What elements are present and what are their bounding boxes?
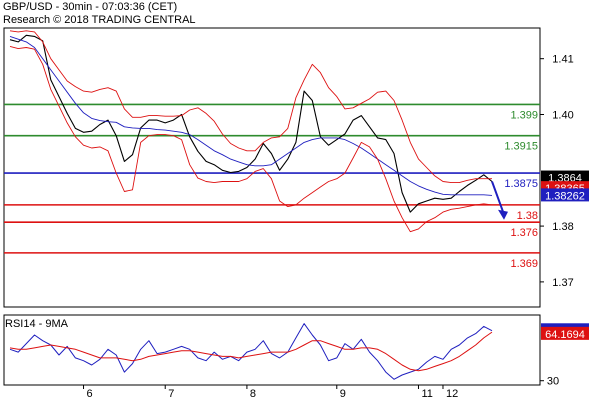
level-label: 1.3915 — [504, 141, 538, 153]
price-series-line — [9, 30, 492, 184]
forecast-arrow-head — [498, 209, 508, 220]
y-tick-label: 1.41 — [552, 54, 573, 66]
forecast-arrow-shaft — [491, 181, 504, 213]
level-label: 1.376 — [510, 227, 538, 239]
y-tick-label: 1.37 — [552, 277, 573, 289]
price-series-line — [9, 34, 493, 213]
level-label: 1.3875 — [504, 178, 538, 190]
rsi-series-line — [9, 331, 493, 372]
chart-copyright: Research © 2018 TRADING CENTRAL — [3, 14, 196, 26]
level-label: 1.38 — [517, 210, 538, 222]
rsi-value-box — [541, 326, 589, 340]
rsi-panel-title: RSI14 - 9MA — [5, 318, 69, 330]
chart-title: GBP/USD - 30min - 07:03:36 (CET) — [3, 1, 178, 13]
rsi-series-line — [9, 323, 493, 380]
price-panel-frame — [3, 27, 541, 308]
price-series-line — [9, 35, 493, 196]
price-series-line — [9, 45, 493, 233]
x-tick-label: 12 — [446, 388, 458, 400]
x-tick-label: 7 — [168, 388, 174, 400]
price-box — [541, 170, 589, 184]
y-tick-label: 1.40 — [552, 109, 573, 121]
rsi-panel-frame — [3, 314, 541, 386]
x-tick-label: 9 — [340, 388, 346, 400]
x-tick-label: 11 — [421, 388, 432, 400]
rsi-value-label: 64.1694 — [545, 329, 585, 341]
level-label: 1.399 — [510, 109, 538, 121]
price-box-label: 1.38262 — [545, 190, 585, 202]
x-tick-label: 8 — [250, 388, 256, 400]
price-box — [541, 188, 589, 202]
level-label: 1.369 — [510, 258, 538, 270]
rsi-y-tick-label: 30 — [547, 376, 559, 388]
x-tick-label: 6 — [87, 388, 93, 400]
y-tick-label: 1.38 — [552, 221, 573, 233]
